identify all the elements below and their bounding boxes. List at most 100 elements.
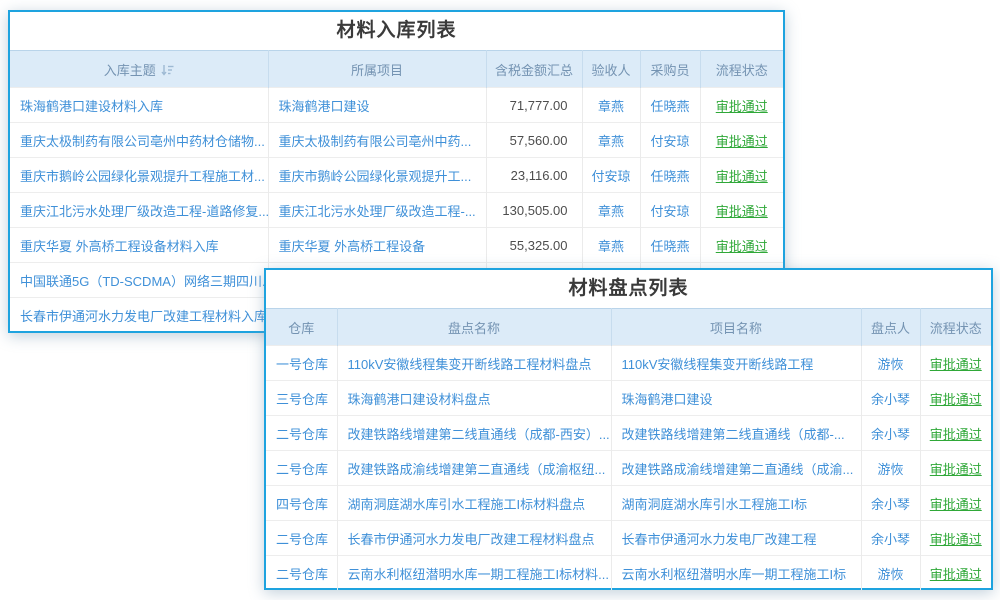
inbound-amount: 71,777.00	[486, 87, 583, 123]
inventory-header-row: 仓库 盘点名称 项目名称 盘点人 流程状态	[266, 308, 991, 346]
inbound-project-link[interactable]: 珠海鹤港口建设	[268, 87, 487, 123]
inventory-status: 审批通过	[920, 345, 991, 381]
inbound-purchaser: 任晓燕	[640, 157, 701, 193]
table-row: 重庆市鹅岭公园绿化景观提升工程施工材... 重庆市鹅岭公园绿化景观提升工... …	[10, 157, 783, 193]
sort-amount-icon[interactable]	[161, 64, 174, 79]
inbound-col-subject-label: 入库主题	[103, 62, 156, 78]
inbound-purchaser: 付安琼	[640, 192, 701, 228]
inbound-project-link[interactable]: 重庆华夏 外高桥工程设备	[268, 227, 487, 263]
inventory-project-link[interactable]: 长春市伊通河水力发电厂改建工程	[611, 520, 862, 556]
table-row: 四号仓库 湖南洞庭湖水库引水工程施工I标材料盘点 湖南洞庭湖水库引水工程施工I标…	[266, 485, 991, 521]
inbound-amount: 130,505.00	[486, 192, 583, 228]
status-link[interactable]: 审批通过	[715, 203, 768, 219]
status-link[interactable]: 审批通过	[715, 168, 768, 184]
inventory-warehouse: 二号仓库	[266, 520, 338, 556]
inventory-name-link[interactable]: 改建铁路线增建第二线直通线（成都-西安）...	[337, 415, 612, 451]
status-link[interactable]: 审批通过	[929, 531, 982, 547]
inventory-person: 游恢	[861, 555, 921, 590]
inbound-subject-link[interactable]: 重庆江北污水处理厂级改造工程-道路修复...	[10, 192, 269, 228]
status-link[interactable]: 审批通过	[929, 461, 982, 477]
inventory-status: 审批通过	[920, 520, 991, 556]
table-row: 重庆江北污水处理厂级改造工程-道路修复... 重庆江北污水处理厂级改造工程-..…	[10, 192, 783, 228]
inbound-acceptor: 章燕	[582, 87, 641, 123]
table-row: 珠海鹤港口建设材料入库 珠海鹤港口建设 71,777.00 章燕 任晓燕 审批通…	[10, 87, 783, 123]
inventory-name-link[interactable]: 110kV安徽线程集变开断线路工程材料盘点	[337, 345, 612, 381]
inbound-col-acceptor: 验收人	[582, 50, 641, 88]
table-row: 二号仓库 长春市伊通河水力发电厂改建工程材料盘点 长春市伊通河水力发电厂改建工程…	[266, 520, 991, 556]
inventory-project-link[interactable]: 珠海鹤港口建设	[611, 380, 862, 416]
inventory-name-link[interactable]: 长春市伊通河水力发电厂改建工程材料盘点	[337, 520, 612, 556]
status-link[interactable]: 审批通过	[929, 426, 982, 442]
inbound-col-subject[interactable]: 入库主题	[10, 50, 269, 88]
inbound-header-row: 入库主题 所属项目 含税金额汇总 验收人 采购员 流程状态	[10, 50, 783, 88]
inventory-project-link[interactable]: 改建铁路线增建第二线直通线（成都-...	[611, 415, 862, 451]
inbound-acceptor: 章燕	[582, 192, 641, 228]
inventory-person: 余小琴	[861, 485, 921, 521]
table-row: 二号仓库 改建铁路成渝线增建第二直通线（成渝枢纽... 改建铁路成渝线增建第二直…	[266, 450, 991, 486]
inbound-status: 审批通过	[700, 157, 783, 193]
inbound-status: 审批通过	[700, 87, 783, 123]
inventory-col-name: 盘点名称	[337, 308, 612, 346]
inventory-project-link[interactable]: 改建铁路成渝线增建第二直通线（成渝...	[611, 450, 862, 486]
inventory-project-link[interactable]: 110kV安徽线程集变开断线路工程	[611, 345, 862, 381]
inventory-project-link[interactable]: 云南水利枢纽潜明水库一期工程施工I标	[611, 555, 862, 590]
inbound-project-link[interactable]: 重庆江北污水处理厂级改造工程-...	[268, 192, 487, 228]
inbound-col-status: 流程状态	[700, 50, 783, 88]
inventory-person: 余小琴	[861, 415, 921, 451]
status-link[interactable]: 审批通过	[929, 566, 982, 582]
inbound-acceptor: 章燕	[582, 227, 641, 263]
status-link[interactable]: 审批通过	[715, 98, 768, 114]
table-row: 重庆华夏 外高桥工程设备材料入库 重庆华夏 外高桥工程设备 55,325.00 …	[10, 227, 783, 263]
inbound-subject-link[interactable]: 重庆市鹅岭公园绿化景观提升工程施工材...	[10, 157, 269, 193]
inventory-name-link[interactable]: 湖南洞庭湖水库引水工程施工I标材料盘点	[337, 485, 612, 521]
inventory-list-title: 材料盘点列表	[568, 278, 689, 299]
inbound-subject-link[interactable]: 中国联通5G（TD-SCDMA）网络三期四川...	[10, 262, 269, 298]
status-link[interactable]: 审批通过	[929, 496, 982, 512]
inbound-col-project: 所属项目	[268, 50, 487, 88]
table-row: 重庆太极制药有限公司亳州中药材仓储物... 重庆太极制药有限公司亳州中药... …	[10, 122, 783, 158]
inbound-purchaser: 任晓燕	[640, 227, 701, 263]
table-row: 二号仓库 改建铁路线增建第二线直通线（成都-西安）... 改建铁路线增建第二线直…	[266, 415, 991, 451]
inventory-col-status: 流程状态	[920, 308, 991, 346]
table-row: 三号仓库 珠海鹤港口建设材料盘点 珠海鹤港口建设 余小琴 审批通过	[266, 380, 991, 416]
status-link[interactable]: 审批通过	[929, 356, 982, 372]
inventory-name-link[interactable]: 改建铁路成渝线增建第二直通线（成渝枢纽...	[337, 450, 612, 486]
inbound-status: 审批通过	[700, 122, 783, 158]
inventory-status: 审批通过	[920, 450, 991, 486]
inventory-person: 游恢	[861, 450, 921, 486]
inventory-warehouse: 二号仓库	[266, 415, 338, 451]
inbound-acceptor: 章燕	[582, 122, 641, 158]
inbound-project-link[interactable]: 重庆太极制药有限公司亳州中药...	[268, 122, 487, 158]
inventory-warehouse: 一号仓库	[266, 345, 338, 381]
status-link[interactable]: 审批通过	[715, 238, 768, 254]
inventory-name-link[interactable]: 珠海鹤港口建设材料盘点	[337, 380, 612, 416]
inventory-status: 审批通过	[920, 555, 991, 590]
inbound-subject-link[interactable]: 重庆华夏 外高桥工程设备材料入库	[10, 227, 269, 263]
inventory-list-card: 材料盘点列表 仓库 盘点名称 项目名称 盘点人 流程状态 一号仓库 110kV安…	[264, 268, 993, 590]
inbound-project-link[interactable]: 重庆市鹅岭公园绿化景观提升工...	[268, 157, 487, 193]
status-link[interactable]: 审批通过	[715, 133, 768, 149]
inbound-list-title: 材料入库列表	[336, 20, 457, 41]
inventory-col-person: 盘点人	[861, 308, 921, 346]
inbound-col-purchaser: 采购员	[640, 50, 701, 88]
inventory-status: 审批通过	[920, 485, 991, 521]
inbound-purchaser: 付安琼	[640, 122, 701, 158]
status-link[interactable]: 审批通过	[929, 391, 982, 407]
inbound-subject-link[interactable]: 长春市伊通河水力发电厂改建工程材料入库	[10, 297, 269, 332]
inventory-name-link[interactable]: 云南水利枢纽潜明水库一期工程施工I标材料...	[337, 555, 612, 590]
inbound-acceptor: 付安琼	[582, 157, 641, 193]
inventory-table: 仓库 盘点名称 项目名称 盘点人 流程状态 一号仓库 110kV安徽线程集变开断…	[266, 308, 991, 590]
inventory-col-warehouse: 仓库	[266, 308, 338, 346]
inventory-warehouse: 四号仓库	[266, 485, 338, 521]
inventory-status: 审批通过	[920, 380, 991, 416]
inventory-status: 审批通过	[920, 415, 991, 451]
inbound-subject-link[interactable]: 重庆太极制药有限公司亳州中药材仓储物...	[10, 122, 269, 158]
inventory-warehouse: 三号仓库	[266, 380, 338, 416]
inventory-warehouse: 二号仓库	[266, 555, 338, 590]
table-row: 二号仓库 云南水利枢纽潜明水库一期工程施工I标材料... 云南水利枢纽潜明水库一…	[266, 555, 991, 590]
inventory-warehouse: 二号仓库	[266, 450, 338, 486]
inventory-project-link[interactable]: 湖南洞庭湖水库引水工程施工I标	[611, 485, 862, 521]
inbound-amount: 55,325.00	[486, 227, 583, 263]
inbound-subject-link[interactable]: 珠海鹤港口建设材料入库	[10, 87, 269, 123]
inbound-status: 审批通过	[700, 227, 783, 263]
